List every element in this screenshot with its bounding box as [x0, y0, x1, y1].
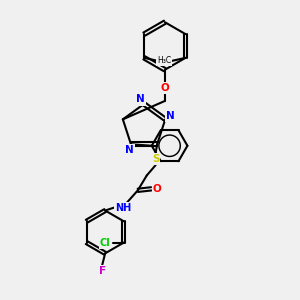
Text: N: N: [125, 145, 134, 154]
Text: F: F: [99, 266, 106, 276]
Text: S: S: [152, 154, 159, 164]
Text: Cl: Cl: [100, 238, 110, 248]
Text: NH: NH: [116, 203, 132, 213]
Text: N: N: [166, 111, 175, 121]
Text: O: O: [153, 184, 161, 194]
Text: O: O: [160, 82, 169, 93]
Text: CH₃: CH₃: [157, 56, 171, 65]
Text: N: N: [136, 94, 145, 104]
Text: H₃C: H₃C: [158, 56, 172, 65]
